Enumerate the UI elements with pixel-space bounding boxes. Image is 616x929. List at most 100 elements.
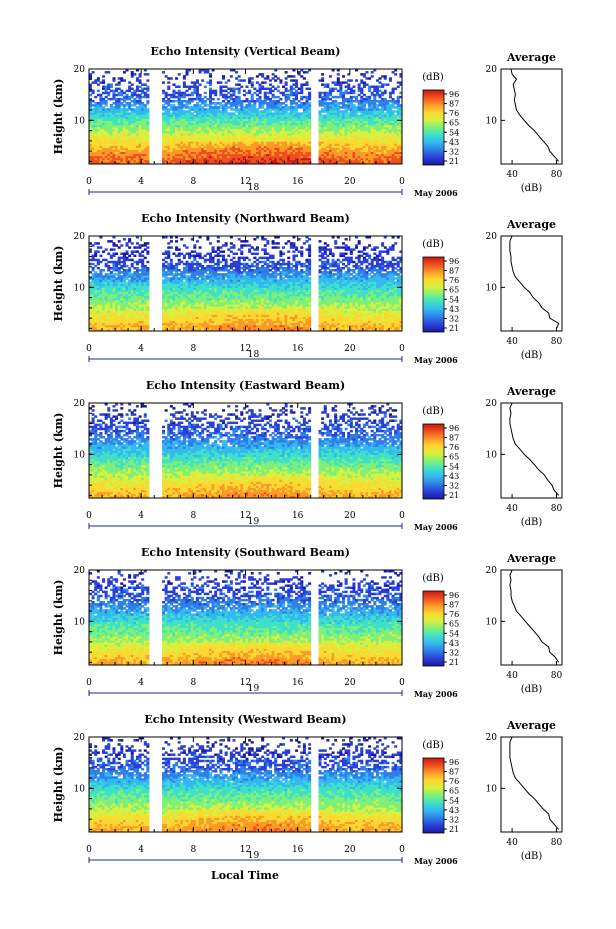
heatmap-cell [274, 75, 278, 78]
heatmap-cell [117, 320, 121, 324]
heatmap-cell [208, 93, 212, 97]
y-tick-label: 20 [74, 65, 86, 75]
heatmap-cell [334, 147, 338, 150]
heatmap-cell [130, 137, 134, 140]
heatmap-cell [180, 143, 184, 146]
heatmap-cell [94, 324, 98, 328]
heatmap-cell [297, 104, 301, 107]
heatmap-cell [99, 306, 103, 309]
heatmap-cell [302, 102, 306, 105]
heatmap-cell [99, 151, 103, 155]
heatmap-cell [224, 108, 228, 111]
heatmap-cell [115, 297, 119, 301]
heatmap-cell [169, 104, 173, 107]
heatmap-cell [122, 135, 126, 138]
heatmap-cell [266, 116, 270, 119]
heatmap-cell [383, 124, 387, 128]
heatmap-cell [232, 102, 236, 105]
heatmap-cell [248, 108, 252, 111]
heatmap-cell [300, 120, 304, 124]
heatmap-cell [203, 149, 207, 153]
heatmap-cell [107, 252, 111, 255]
heatmap-cell [396, 159, 400, 163]
heatmap-cell [362, 116, 366, 119]
heatmap-cell [297, 135, 301, 138]
heatmap-cell [263, 120, 267, 124]
heatmap-cell [128, 238, 132, 241]
heatmap-cell [271, 126, 275, 130]
heatmap-cell [276, 114, 280, 117]
heatmap-cell [206, 112, 210, 115]
heatmap-cell [99, 157, 103, 161]
heatmap-cell [263, 145, 267, 148]
heatmap-cell [167, 318, 171, 322]
heatmap-cell [115, 295, 119, 299]
heatmap-cell [373, 122, 377, 126]
heatmap-cell [300, 159, 304, 163]
heatmap-cell [258, 159, 262, 163]
heatmap-cell [227, 157, 231, 161]
heatmap-cell [255, 159, 259, 163]
heatmap-cell [253, 128, 257, 132]
heatmap-cell [107, 108, 111, 111]
heatmap-cell [295, 89, 299, 93]
heatmap-cell [208, 99, 212, 103]
heatmap-cell [167, 250, 171, 253]
heatmap-cell [143, 87, 147, 91]
heatmap-cell [274, 116, 278, 119]
heatmap-cell [167, 77, 171, 80]
heatmap-cell [237, 153, 241, 157]
heatmap-cell [91, 135, 95, 138]
heatmap-cell [96, 314, 100, 317]
heatmap-cell [253, 108, 257, 111]
heatmap-cell [146, 124, 150, 128]
heatmap-cell [284, 120, 288, 124]
heatmap-cell [352, 159, 356, 163]
heatmap-cell [195, 133, 199, 136]
heatmap-cell [391, 104, 395, 107]
heatmap-cell [368, 114, 372, 117]
heatmap-cell [263, 97, 267, 101]
heatmap-cell [383, 114, 387, 117]
heatmap-cell [211, 110, 215, 113]
heatmap-cell [109, 240, 113, 243]
heatmap-cell [190, 149, 194, 153]
heatmap-cell [125, 281, 129, 284]
heatmap-cell [399, 128, 403, 132]
heatmap-cell [295, 149, 299, 153]
heatmap-cell [224, 81, 228, 84]
heatmap-cell [122, 258, 126, 262]
heatmap-cell [347, 97, 351, 101]
heatmap-cell [232, 151, 236, 155]
heatmap-cell [109, 155, 113, 159]
heatmap-cell [164, 318, 168, 322]
heatmap-cell [141, 124, 145, 128]
heatmap-cell [146, 102, 150, 105]
heatmap-cell [253, 147, 257, 150]
heatmap-cell [250, 114, 254, 117]
heatmap-cell [378, 89, 382, 93]
heatmap-cell [135, 95, 139, 99]
heatmap-cell [135, 250, 139, 253]
heatmap-cell [339, 118, 343, 122]
heatmap-cell [143, 328, 147, 332]
heatmap-cell [102, 310, 106, 313]
heatmap-cell [352, 135, 356, 138]
heatmap-cell [347, 106, 351, 109]
heatmap-cell [122, 300, 126, 303]
heatmap-cell [180, 95, 184, 99]
heatmap-cell [342, 91, 346, 95]
heatmap-cell [261, 147, 265, 150]
heatmap-cell [138, 93, 142, 97]
heatmap-cell [162, 89, 166, 93]
heatmap-cell [237, 137, 241, 140]
heatmap-cell [120, 102, 124, 105]
heatmap-cell [321, 161, 325, 165]
heatmap-cell [253, 159, 257, 163]
heatmap-cell [349, 141, 353, 144]
heatmap-cell [328, 93, 332, 97]
heatmap-cell [112, 322, 116, 326]
heatmap-cell [287, 149, 291, 153]
heatmap-cell [135, 262, 139, 266]
heatmap-cell [308, 155, 312, 159]
